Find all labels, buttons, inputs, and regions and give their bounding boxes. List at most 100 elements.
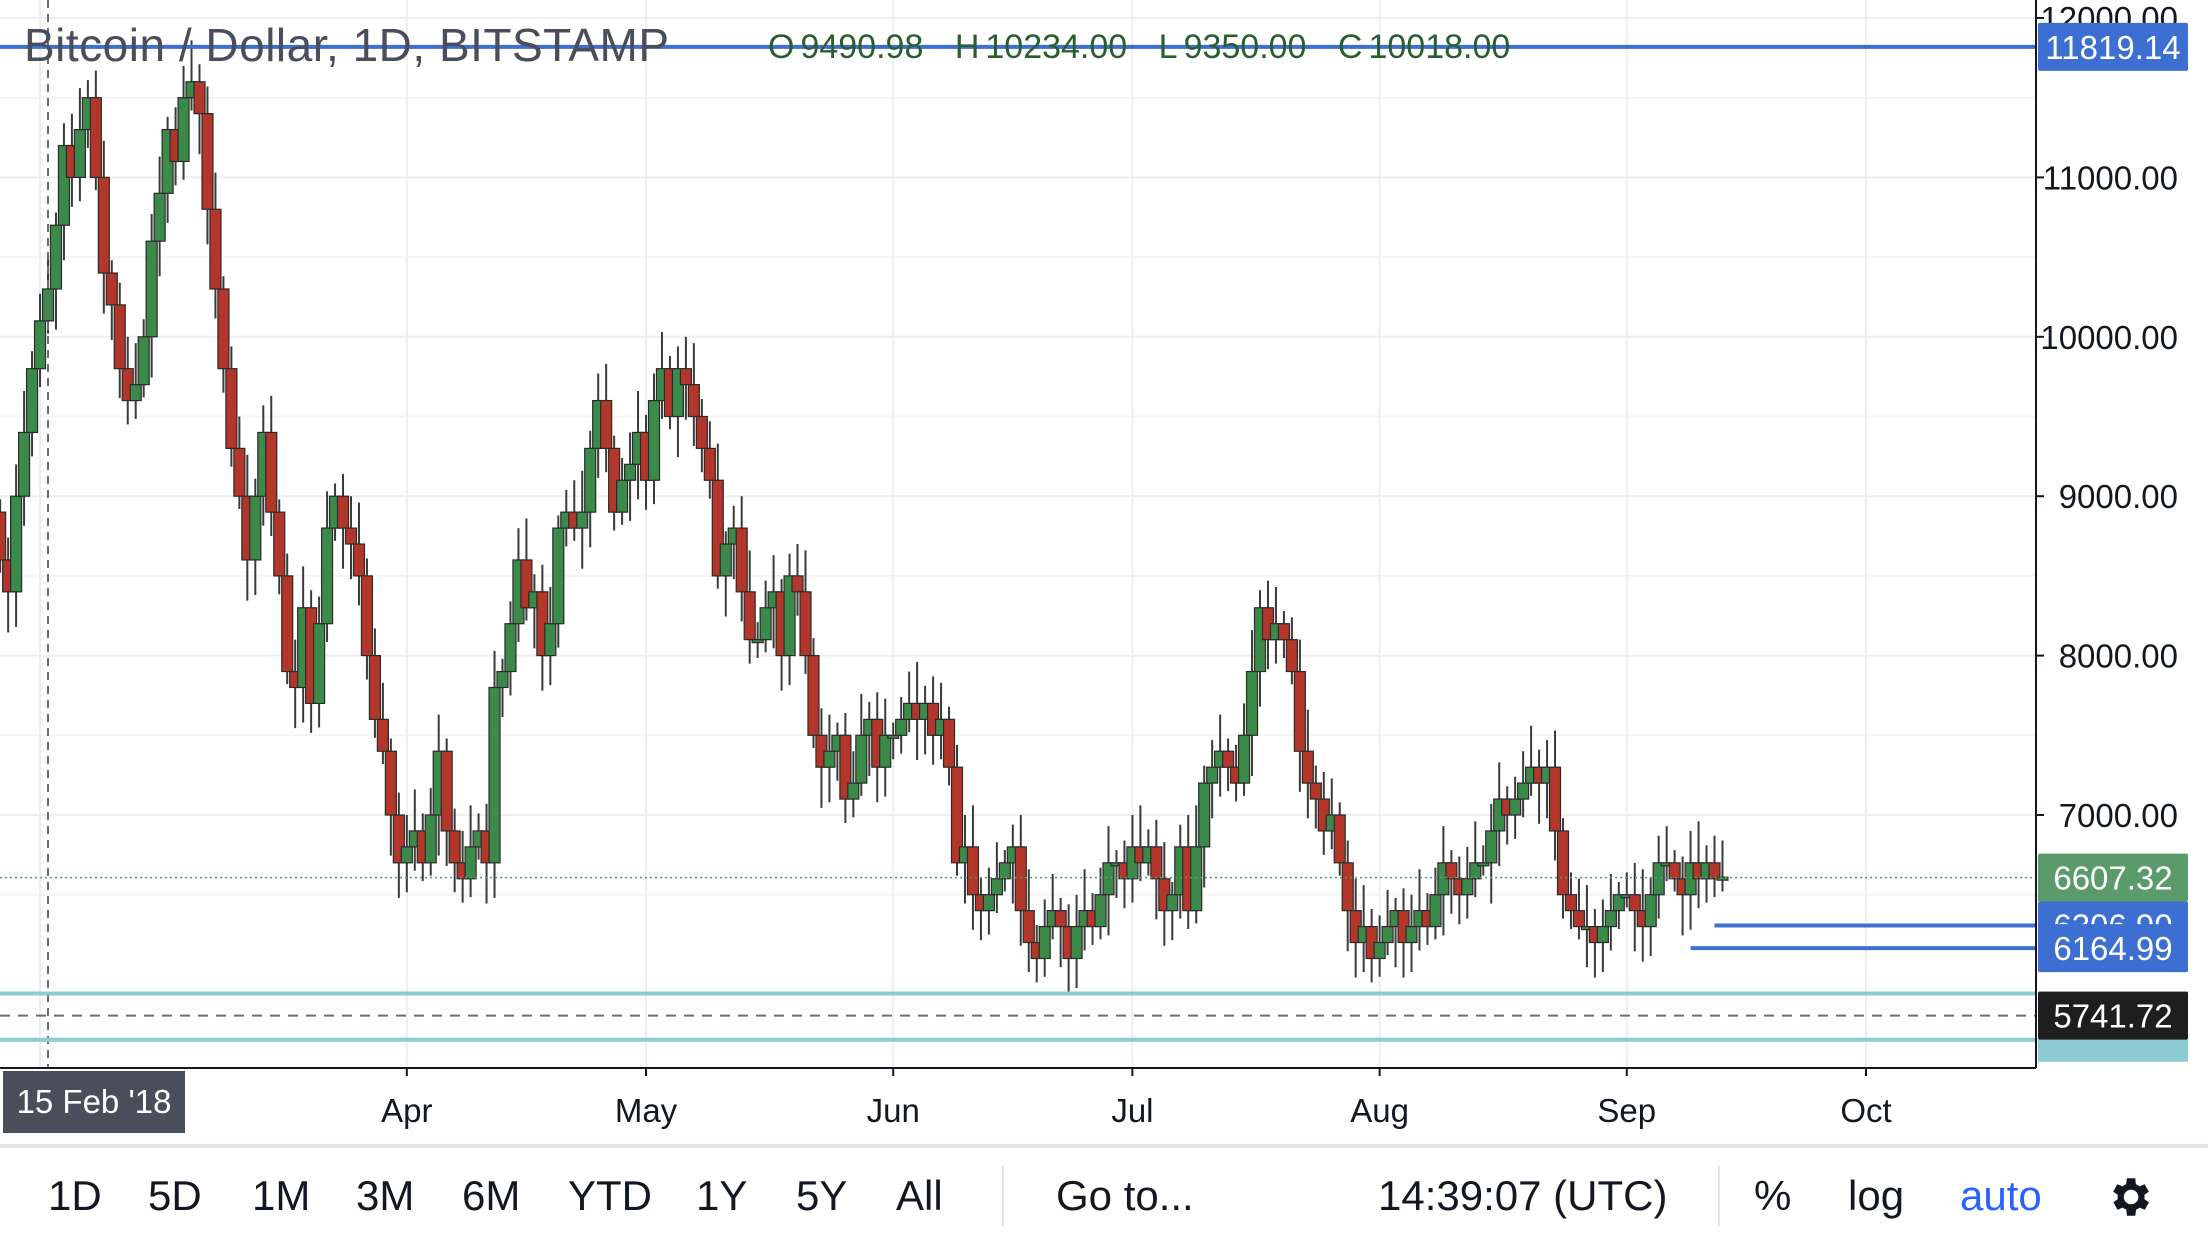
candle-up	[153, 192, 166, 242]
candle-up	[719, 543, 732, 577]
y-tick-label: 11000.00	[2043, 159, 2178, 196]
candle-up	[671, 368, 685, 418]
candle-up	[623, 463, 637, 481]
range-3m-button[interactable]: 3M	[356, 1172, 415, 1219]
candle-down	[209, 208, 222, 290]
candle-up	[1198, 782, 1211, 848]
candle-down	[352, 543, 366, 577]
utc-time[interactable]: 14:39:07 (UTC)	[1378, 1172, 1668, 1219]
candle-down	[376, 718, 389, 752]
ohlc-low-key: L	[1158, 28, 1178, 66]
candle-down	[735, 527, 748, 593]
candle-down	[217, 288, 230, 370]
range-5d-button[interactable]: 5D	[148, 1172, 202, 1219]
candle-down	[1309, 782, 1322, 800]
candle-down	[281, 575, 294, 673]
bottom-toolbar: 1D 5D 1M 3M 6M YTD 1Y 5Y All Go to... 14…	[0, 1146, 2208, 1244]
candle-up	[1094, 894, 1107, 928]
candle-up	[1206, 766, 1219, 784]
candle-up	[895, 718, 908, 736]
candle-down	[1022, 910, 1035, 944]
candle-down	[1668, 862, 1681, 880]
candle-up	[1381, 925, 1394, 944]
candle-down	[360, 575, 374, 657]
candle-down	[89, 97, 102, 178]
range-1m-button[interactable]: 1M	[252, 1172, 311, 1219]
level-price-label: 6164.99	[2053, 930, 2172, 967]
candle-up	[1485, 830, 1498, 864]
x-tick-label: Oct	[1840, 1092, 1891, 1129]
price-chart[interactable]: 7000.008000.009000.0010000.0011000.00120…	[0, 0, 2208, 1146]
candle-down	[1293, 670, 1306, 752]
toolbar-divider	[1002, 1166, 1004, 1226]
x-tick-label: Apr	[381, 1092, 432, 1129]
candle-up	[41, 288, 55, 322]
candle-down	[1222, 750, 1235, 768]
candle-down	[1277, 623, 1291, 641]
candle-down	[799, 591, 812, 657]
candle-down	[1556, 830, 1570, 896]
candle-up	[1604, 910, 1617, 928]
ohlc-readout: O 9490.98 H 10234.00 L 9350.00 C 10018.00	[768, 28, 1532, 67]
candle-up	[1469, 862, 1482, 880]
candle-down	[1341, 862, 1354, 912]
range-5y-button[interactable]: 5Y	[796, 1172, 848, 1219]
candle-up	[982, 894, 995, 912]
goto-button[interactable]: Go to...	[1056, 1172, 1194, 1219]
candle-up	[504, 623, 517, 673]
candle-up	[1644, 894, 1657, 928]
candle-up	[496, 670, 509, 689]
ohlc-high-key: H	[954, 28, 980, 66]
candle-up	[1612, 894, 1625, 912]
candle-up	[1461, 878, 1474, 896]
ohlc-close-key: C	[1337, 28, 1363, 66]
candle-up	[57, 144, 71, 226]
range-ytd-button[interactable]: YTD	[568, 1172, 652, 1219]
candle-up	[49, 224, 63, 290]
candle-up	[616, 479, 629, 513]
percent-toggle[interactable]: %	[1754, 1172, 1792, 1219]
candle-up	[10, 495, 23, 593]
candle-up	[1652, 862, 1665, 896]
x-tick-label: Jun	[867, 1092, 920, 1129]
candle-down	[1285, 639, 1298, 673]
candle-up	[584, 447, 597, 513]
candle-up	[464, 846, 477, 880]
candle-up	[137, 336, 150, 386]
auto-toggle[interactable]: auto	[1960, 1172, 2042, 1219]
candle-down	[1054, 910, 1067, 928]
candle-up	[73, 128, 86, 179]
crosshair-price-label: 5741.72	[2053, 998, 2172, 1035]
range-1d-button[interactable]: 1D	[48, 1172, 102, 1219]
candle-up	[145, 240, 158, 338]
candle-down	[233, 447, 246, 497]
candle-up	[855, 734, 868, 784]
range-all-button[interactable]: All	[896, 1172, 943, 1219]
candle-down	[448, 830, 461, 864]
candle-up	[759, 607, 772, 641]
candle-down	[703, 447, 716, 481]
candle-down	[839, 734, 852, 800]
chart-title: Bitcoin / Dollar, 1D, BITSTAMP	[24, 19, 670, 71]
candle-down	[1333, 814, 1346, 864]
gear-icon[interactable]	[2104, 1172, 2154, 1222]
ohlc-close-value: 10018.00	[1368, 28, 1511, 66]
candle-down	[201, 113, 214, 210]
candle-down	[344, 527, 358, 545]
candle-up	[576, 511, 589, 529]
x-tick-label: Jul	[1111, 1092, 1153, 1129]
candle-up	[1245, 670, 1259, 736]
candle-up	[25, 368, 39, 434]
range-6m-button[interactable]: 6M	[462, 1172, 521, 1219]
candle-up	[1596, 925, 1609, 944]
candle-up	[998, 862, 1011, 880]
ohlc-low-value: 9350.00	[1183, 28, 1307, 66]
candle-up	[1102, 862, 1115, 896]
log-toggle[interactable]: log	[1848, 1172, 1905, 1219]
range-1y-button[interactable]: 1Y	[696, 1172, 748, 1219]
candle-up	[488, 686, 501, 864]
x-tick-label: May	[615, 1092, 678, 1129]
candle-down	[1445, 862, 1458, 880]
level-price-label: 11819.14	[2045, 29, 2180, 66]
x-tick-label: Aug	[1350, 1092, 1409, 1129]
